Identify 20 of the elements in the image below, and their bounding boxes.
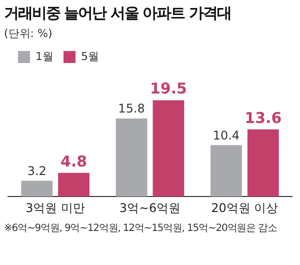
data-label: 13.6 [244, 108, 282, 127]
data-label: 4.8 [60, 152, 88, 170]
bar [116, 118, 148, 197]
bar [247, 129, 279, 197]
bar [152, 100, 184, 197]
chart-subtitle: (단위: %) [3, 26, 54, 41]
data-label: 19.5 [150, 80, 187, 98]
bar [210, 145, 242, 197]
legend-label: 1월 [36, 50, 54, 63]
data-label: 15.8 [118, 102, 145, 116]
text: ※6억~9억원, 9억~12억원, 12억~15억원, 15억~20억원은 감소 [3, 222, 278, 235]
bar [21, 180, 53, 197]
data-label: 3.2 [27, 164, 46, 178]
legend-label: 5월 [81, 50, 99, 63]
data-label: 10.4 [212, 128, 240, 142]
bar [58, 172, 90, 197]
chart-title: 거래비중 늘어난 서울 아파트 가격대 [3, 3, 232, 23]
x-tick-label: 3억원 미만 [26, 200, 86, 215]
x-tick-label: 20억원 이상 [211, 200, 278, 215]
x-tick-label: 3억~6억원 [119, 200, 181, 215]
